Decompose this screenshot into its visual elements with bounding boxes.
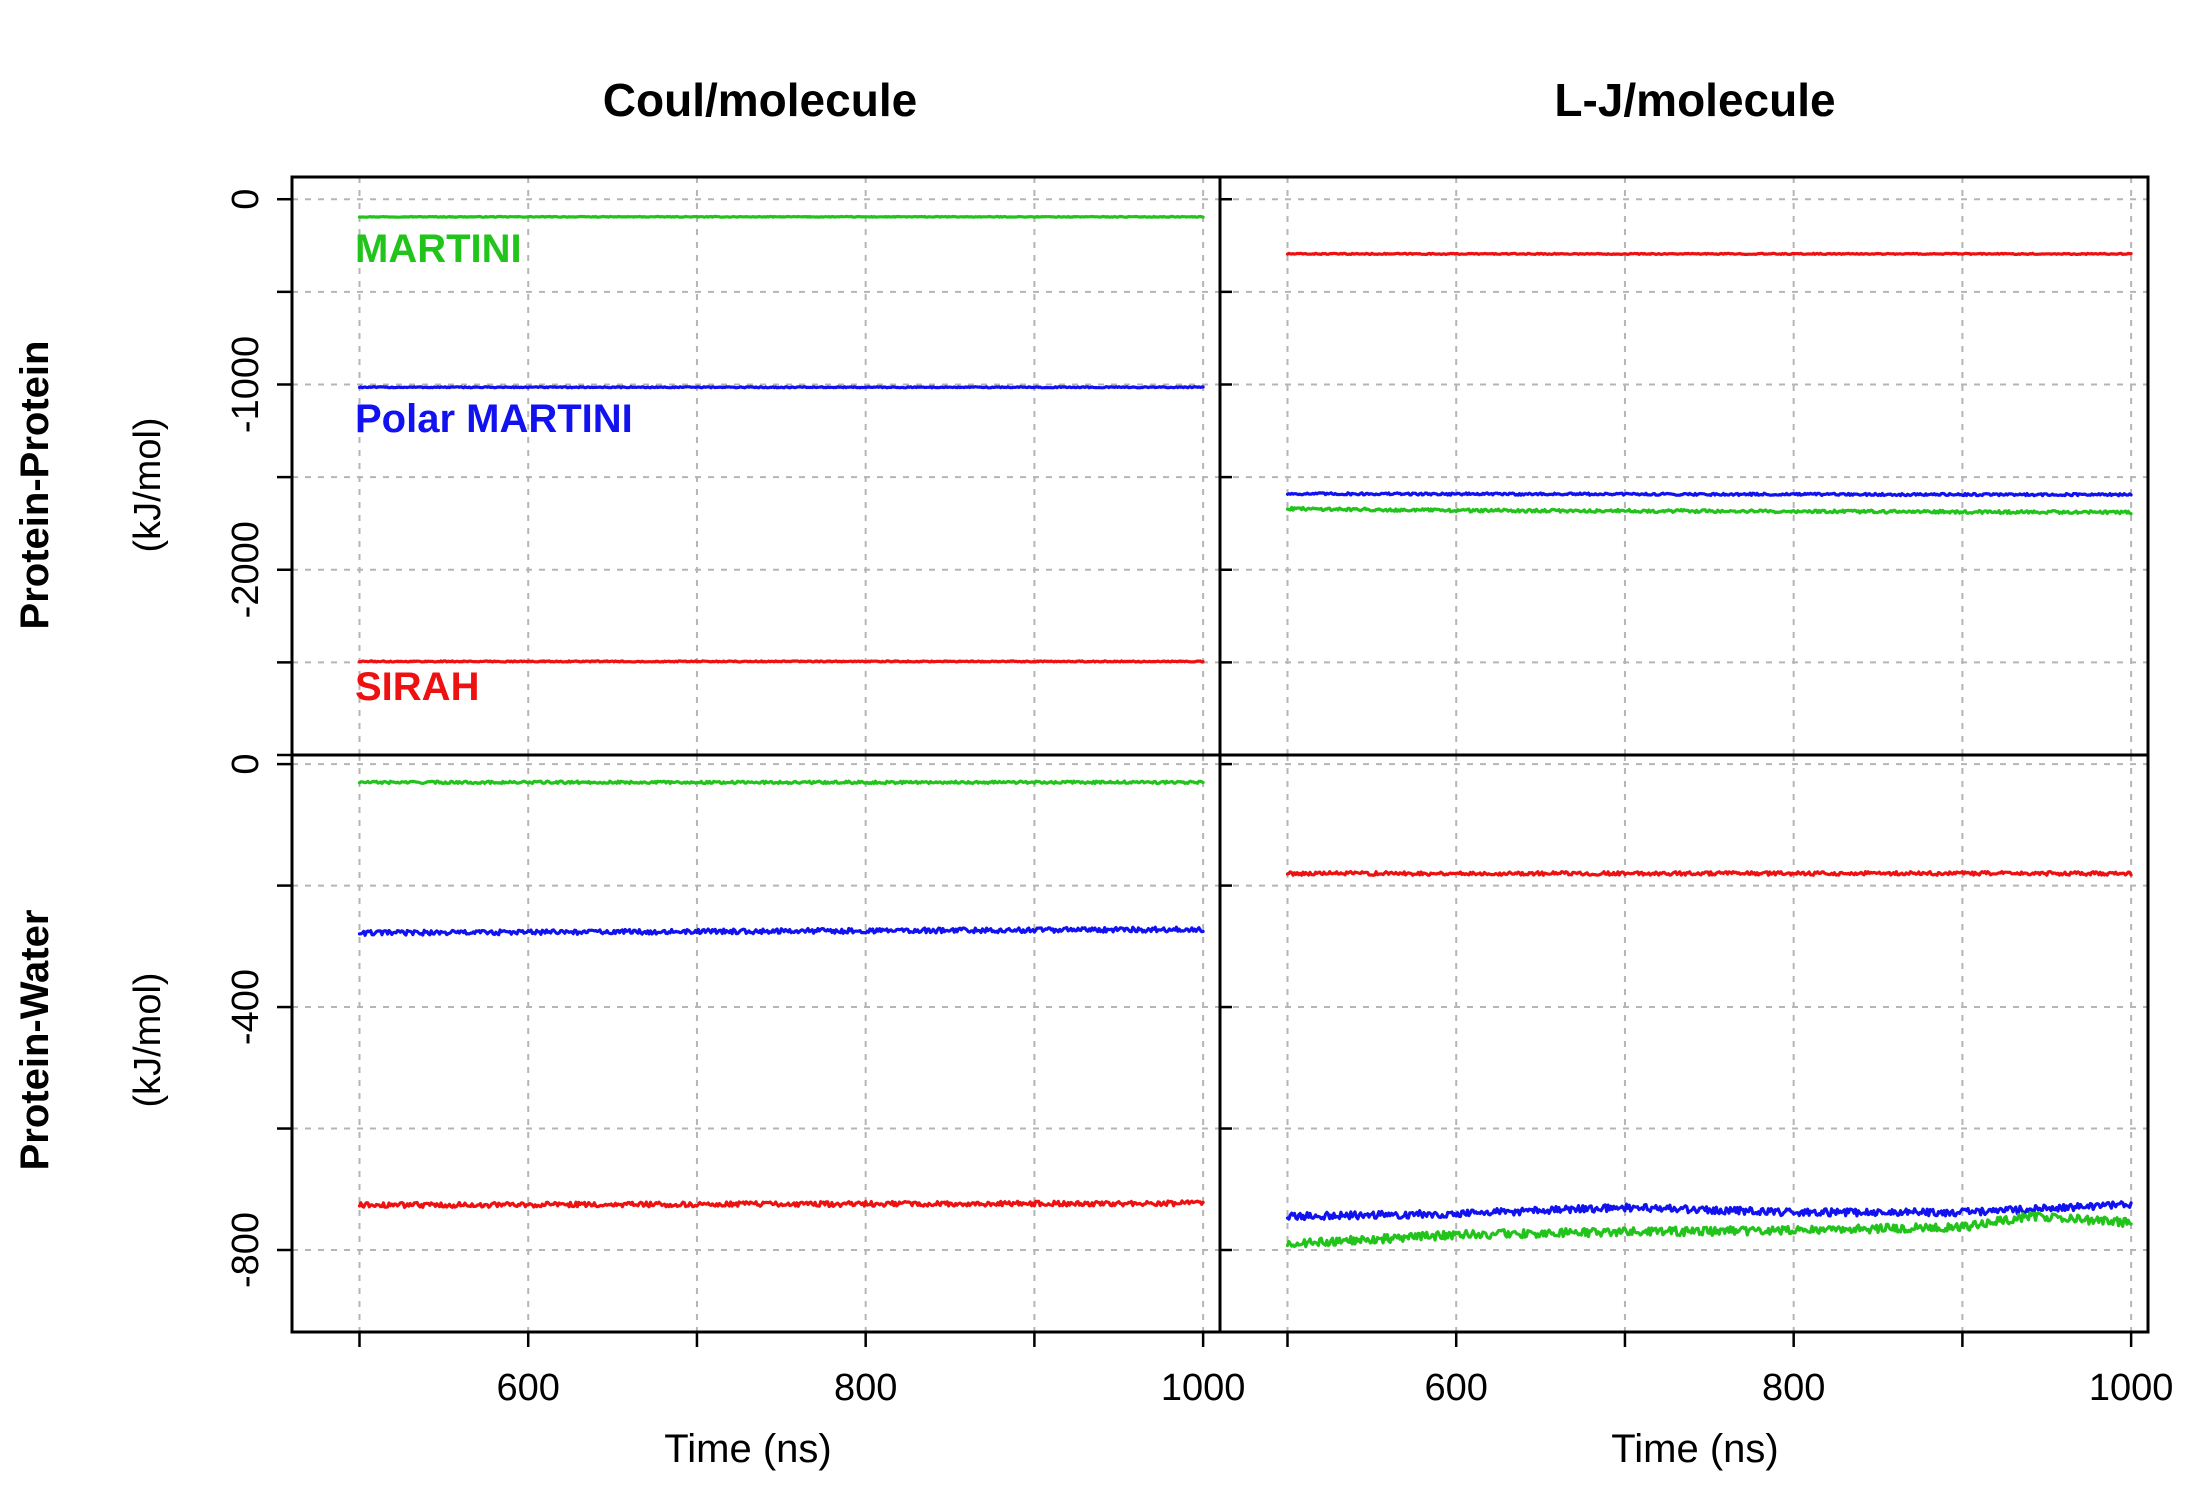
series-line-sirah-protein-protein-lj — [1285, 251, 2133, 256]
series-line-martini-protein-water-lj — [1285, 1210, 2133, 1249]
row-title-protein-water: Protein-Water — [13, 910, 57, 1171]
row-unit-protein-water: (kJ/mol) — [127, 972, 169, 1107]
y-tick-label-0: 0 — [225, 754, 267, 775]
x-axis-title-lj: Time (ns) — [1611, 1427, 1778, 1471]
y-tick-label-2000: -2000 — [225, 521, 267, 618]
series-line-polar-martini-protein-water-lj — [1285, 1200, 2133, 1222]
tick-label-layer: 0 -1000 -2000 600 800 1000 0 -400 -800 600 800 1000 — [225, 189, 2173, 1409]
x-axis-title-coul: Time (ns) — [664, 1427, 831, 1471]
grid-layer — [292, 177, 2148, 1332]
series-line-sirah-protein-water-coul — [357, 1199, 1205, 1209]
x-tick-label-800: 800 — [1762, 1367, 1825, 1409]
y-tick-label-0: 0 — [225, 189, 267, 210]
panel-frame-protein-water-coul — [290, 753, 1222, 1334]
series-layer — [357, 214, 2133, 1249]
series-line-sirah-protein-protein-coul — [357, 659, 1205, 664]
x-tick-label-800: 800 — [834, 1367, 897, 1409]
series-line-polar-martini-protein-protein-lj — [1285, 491, 2133, 498]
column-title-coul: Coul/molecule — [603, 74, 917, 126]
x-tick-label-600: 600 — [1425, 1367, 1488, 1409]
y-tick-label-1000: -1000 — [225, 336, 267, 433]
series-line-sirah-protein-water-lj — [1285, 869, 2133, 877]
panel-frame-protein-protein-lj — [1218, 175, 2150, 757]
x-tick-label-600: 600 — [497, 1367, 560, 1409]
series-label-sirah: SIRAH — [355, 665, 479, 709]
series-line-polar-martini-protein-protein-coul — [357, 385, 1205, 390]
y-tick-label-400: -400 — [225, 969, 267, 1045]
x-tick-label-1000: 1000 — [2089, 1367, 2174, 1409]
series-line-martini-protein-protein-lj — [1285, 505, 2133, 516]
series-label-martini: MARTINI — [355, 227, 522, 271]
series-line-martini-protein-water-coul — [357, 779, 1205, 786]
column-title-lj: L-J/molecule — [1554, 74, 1835, 126]
frame-layer — [277, 175, 2150, 1347]
series-label-polar-martini: Polar MARTINI — [355, 397, 633, 441]
series-line-polar-martini-protein-water-coul — [357, 925, 1205, 937]
row-title-protein-protein: Protein-Protein — [13, 341, 57, 630]
panel-frame-protein-water-lj — [1218, 753, 2150, 1334]
text-layer: Coul/molecule L-J/molecule Protein-Prote… — [13, 74, 1836, 1471]
x-tick-label-1000: 1000 — [1161, 1367, 1246, 1409]
row-unit-protein-protein: (kJ/mol) — [127, 417, 169, 552]
series-line-martini-protein-protein-coul — [357, 214, 1205, 219]
y-tick-label-800: -800 — [225, 1212, 267, 1288]
